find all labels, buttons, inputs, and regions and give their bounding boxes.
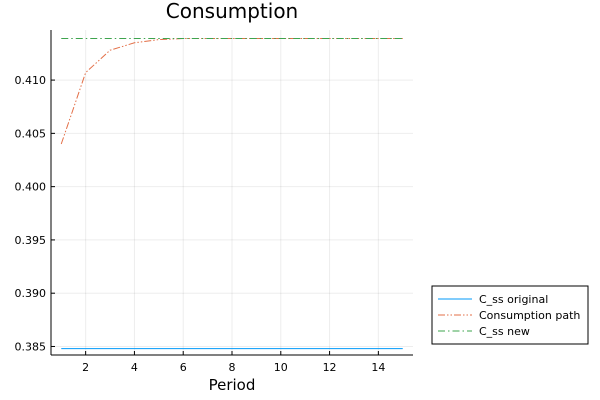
legend-label-c-ss-new: C_ss new — [479, 325, 530, 338]
y-tick-label: 0.405 — [15, 127, 47, 140]
x-tick-label: 12 — [323, 361, 337, 374]
legend-label-consumption-path: Consumption path — [479, 309, 580, 322]
x-axis-label: Period — [209, 376, 256, 394]
y-tick-label: 0.410 — [15, 74, 47, 87]
x-tick-label: 2 — [82, 361, 89, 374]
series-line-consumption-path — [60, 38, 403, 145]
legend: C_ss original Consumption path C_ss new — [431, 285, 589, 345]
y-tick-label: 0.395 — [15, 234, 47, 247]
y-tick-label: 0.385 — [15, 340, 47, 353]
grid-layer — [51, 30, 413, 355]
x-tick-label: 10 — [274, 361, 288, 374]
x-tick-label: 14 — [371, 361, 385, 374]
legend-label-c-ss-original: C_ss original — [479, 293, 548, 306]
x-tick-label: 8 — [229, 361, 236, 374]
series-layer — [60, 38, 403, 350]
x-tick-label: 6 — [180, 361, 187, 374]
axis-layer: 2 4 6 8 10 12 14 0.385 0.390 0.395 0.400 0.405 0.410 — [15, 30, 413, 374]
y-tick-label: 0.400 — [15, 181, 47, 194]
y-tick-label: 0.390 — [15, 287, 47, 300]
chart-title: Consumption — [166, 0, 298, 23]
x-tick-label: 4 — [131, 361, 138, 374]
